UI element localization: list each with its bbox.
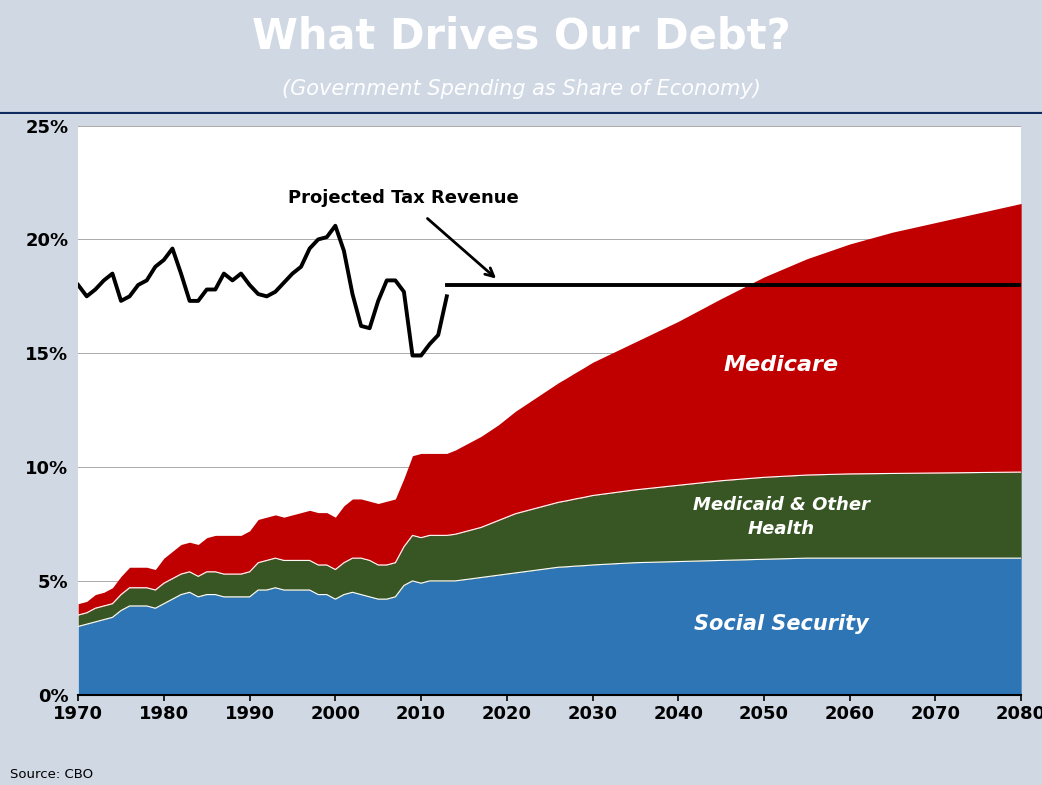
Text: Social Security: Social Security (694, 614, 868, 634)
Text: What Drives Our Debt?: What Drives Our Debt? (251, 16, 791, 57)
Text: Medicare: Medicare (723, 355, 839, 374)
Text: (Government Spending as Share of Economy): (Government Spending as Share of Economy… (281, 78, 761, 99)
Text: Source: CBO: Source: CBO (10, 768, 94, 781)
Text: Medicaid & Other
Health: Medicaid & Other Health (693, 496, 870, 538)
Text: Projected Tax Revenue: Projected Tax Revenue (289, 189, 519, 207)
